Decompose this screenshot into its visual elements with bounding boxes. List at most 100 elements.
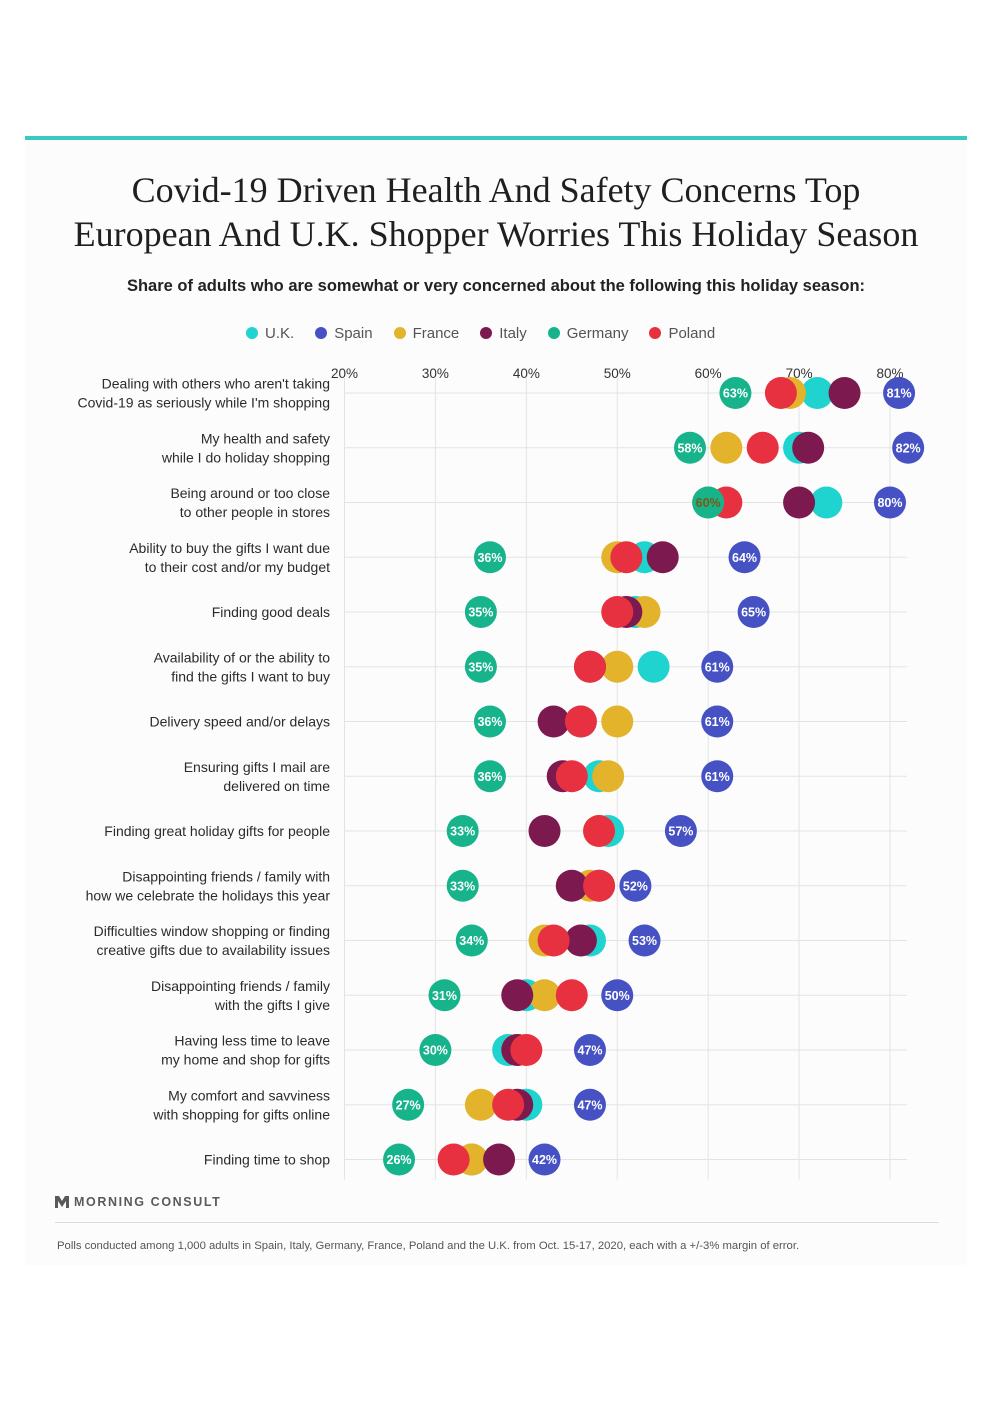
- dot-germany: [473, 541, 506, 574]
- dot-germany: [383, 1143, 416, 1176]
- title-line-2: European And U.K. Shopper Worries This H…: [73, 214, 919, 254]
- data-label: 33%: [450, 825, 475, 839]
- category-label: My health and safety: [201, 430, 330, 446]
- legend-swatch: [547, 327, 560, 339]
- dot-spain: [728, 541, 761, 574]
- category-label: delivered on time: [223, 778, 330, 794]
- dot-spain: [528, 1143, 561, 1176]
- dot-spain: [874, 486, 906, 519]
- legend-item: Spain: [315, 325, 373, 342]
- dot-germany: [392, 1088, 425, 1121]
- dot-uk: [810, 486, 843, 519]
- category-label: Availability of or the ability to: [154, 649, 331, 665]
- dot-germany: [428, 979, 461, 1012]
- category-label: find the gifts I want to buy: [171, 668, 330, 684]
- data-label: 35%: [468, 606, 493, 620]
- category-label: My comfort and savviness: [168, 1087, 330, 1103]
- legend-label: France: [412, 324, 460, 342]
- chart-subtitle: Share of adults who are somewhat or very…: [126, 277, 866, 295]
- data-label: 34%: [459, 934, 484, 948]
- dot-italy: [564, 924, 597, 957]
- legend-label: Italy: [499, 324, 527, 342]
- dot-poland: [610, 541, 643, 574]
- logo-mark-icon: [55, 1196, 69, 1208]
- dot-poland: [564, 705, 597, 738]
- dot-poland: [437, 1143, 470, 1176]
- dot-italy: [537, 705, 570, 738]
- dot-germany: [692, 486, 725, 519]
- legend-item: Italy: [480, 325, 527, 342]
- dot-uk: [801, 377, 834, 409]
- data-label: 58%: [677, 441, 702, 455]
- dot-germany: [464, 596, 497, 628]
- data-label: 63%: [723, 387, 748, 401]
- dot-spain: [573, 1088, 606, 1121]
- category-label: while I do holiday shopping: [161, 449, 330, 465]
- data-label: 30%: [423, 1044, 448, 1058]
- dot-spain: [601, 979, 634, 1012]
- data-label: 82%: [896, 441, 921, 455]
- dot-italy: [483, 1143, 516, 1176]
- category-label: my home and shop for gifts: [161, 1052, 330, 1068]
- data-label: 61%: [705, 660, 730, 674]
- data-label: 36%: [477, 770, 502, 784]
- dot-spain: [701, 650, 734, 683]
- data-label: 36%: [477, 715, 502, 729]
- data-label: 42%: [532, 1153, 557, 1167]
- brand-name: MORNING CONSULT: [74, 1195, 222, 1209]
- accent-bar: [25, 136, 967, 140]
- category-label: with the gifts I give: [214, 997, 330, 1013]
- dot-poland: [601, 596, 634, 628]
- footer-divider: [55, 1222, 939, 1223]
- dot-france: [464, 1088, 497, 1121]
- legend-swatch: [246, 327, 258, 339]
- legend-item: Germany: [547, 325, 628, 342]
- title-line-1: Covid-19 Driven Health And Safety Concer…: [131, 170, 861, 210]
- data-label: 31%: [432, 989, 457, 1003]
- data-label: 27%: [396, 1098, 421, 1112]
- dot-poland: [583, 869, 616, 902]
- category-label: Finding good deals: [212, 604, 330, 620]
- data-label: 36%: [477, 551, 502, 565]
- legend-swatch: [480, 327, 493, 339]
- data-label: 35%: [468, 660, 493, 674]
- dot-france: [710, 431, 743, 464]
- dot-spain: [628, 924, 661, 957]
- dot-italy: [555, 869, 588, 902]
- category-label: Being around or too close: [170, 485, 330, 501]
- dot-poland: [555, 979, 588, 1012]
- data-label: 47%: [577, 1044, 602, 1058]
- category-label: Difficulties window shopping or finding: [94, 923, 330, 939]
- category-label: Ability to buy the gifts I want due: [129, 540, 330, 556]
- dot-spain: [883, 377, 916, 409]
- category-label: Disappointing friends / family with: [122, 868, 330, 884]
- x-tick-label: 20%: [331, 366, 358, 381]
- dot-spain: [737, 596, 770, 628]
- legend-item: U.K.: [246, 325, 294, 342]
- dot-italy: [501, 979, 534, 1012]
- legend-swatch: [649, 327, 662, 339]
- morning-consult-logo: MORNING CONSULT: [55, 1195, 221, 1209]
- chart-title: Covid-19 Driven Health And Safety Concer…: [25, 168, 967, 256]
- legend-swatch: [315, 327, 328, 339]
- data-label: 52%: [623, 879, 648, 893]
- dot-germany: [673, 431, 706, 464]
- dot-poland: [510, 1034, 543, 1066]
- x-tick-label: 60%: [695, 366, 722, 381]
- dot-france: [592, 760, 625, 793]
- dot-germany: [446, 869, 479, 902]
- legend-item: France: [393, 324, 460, 342]
- dot-germany: [719, 377, 752, 409]
- legend-swatch: [393, 327, 406, 339]
- dot-poland: [764, 377, 797, 409]
- dot-italy: [646, 541, 679, 574]
- data-label: 65%: [741, 606, 766, 620]
- category-label: Dealing with others who aren't taking: [102, 376, 330, 392]
- legend-label: Poland: [668, 324, 716, 342]
- category-label: to other people in stores: [180, 504, 330, 520]
- dot-germany: [455, 924, 488, 957]
- dot-poland: [492, 1088, 525, 1121]
- dot-spain: [701, 705, 734, 738]
- dot-poland: [746, 431, 779, 464]
